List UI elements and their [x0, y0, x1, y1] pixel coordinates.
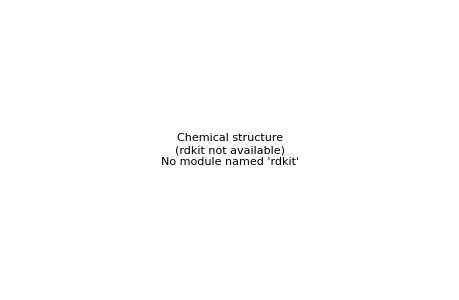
Text: Chemical structure
(rdkit not available)
No module named 'rdkit': Chemical structure (rdkit not available)…	[161, 134, 298, 166]
